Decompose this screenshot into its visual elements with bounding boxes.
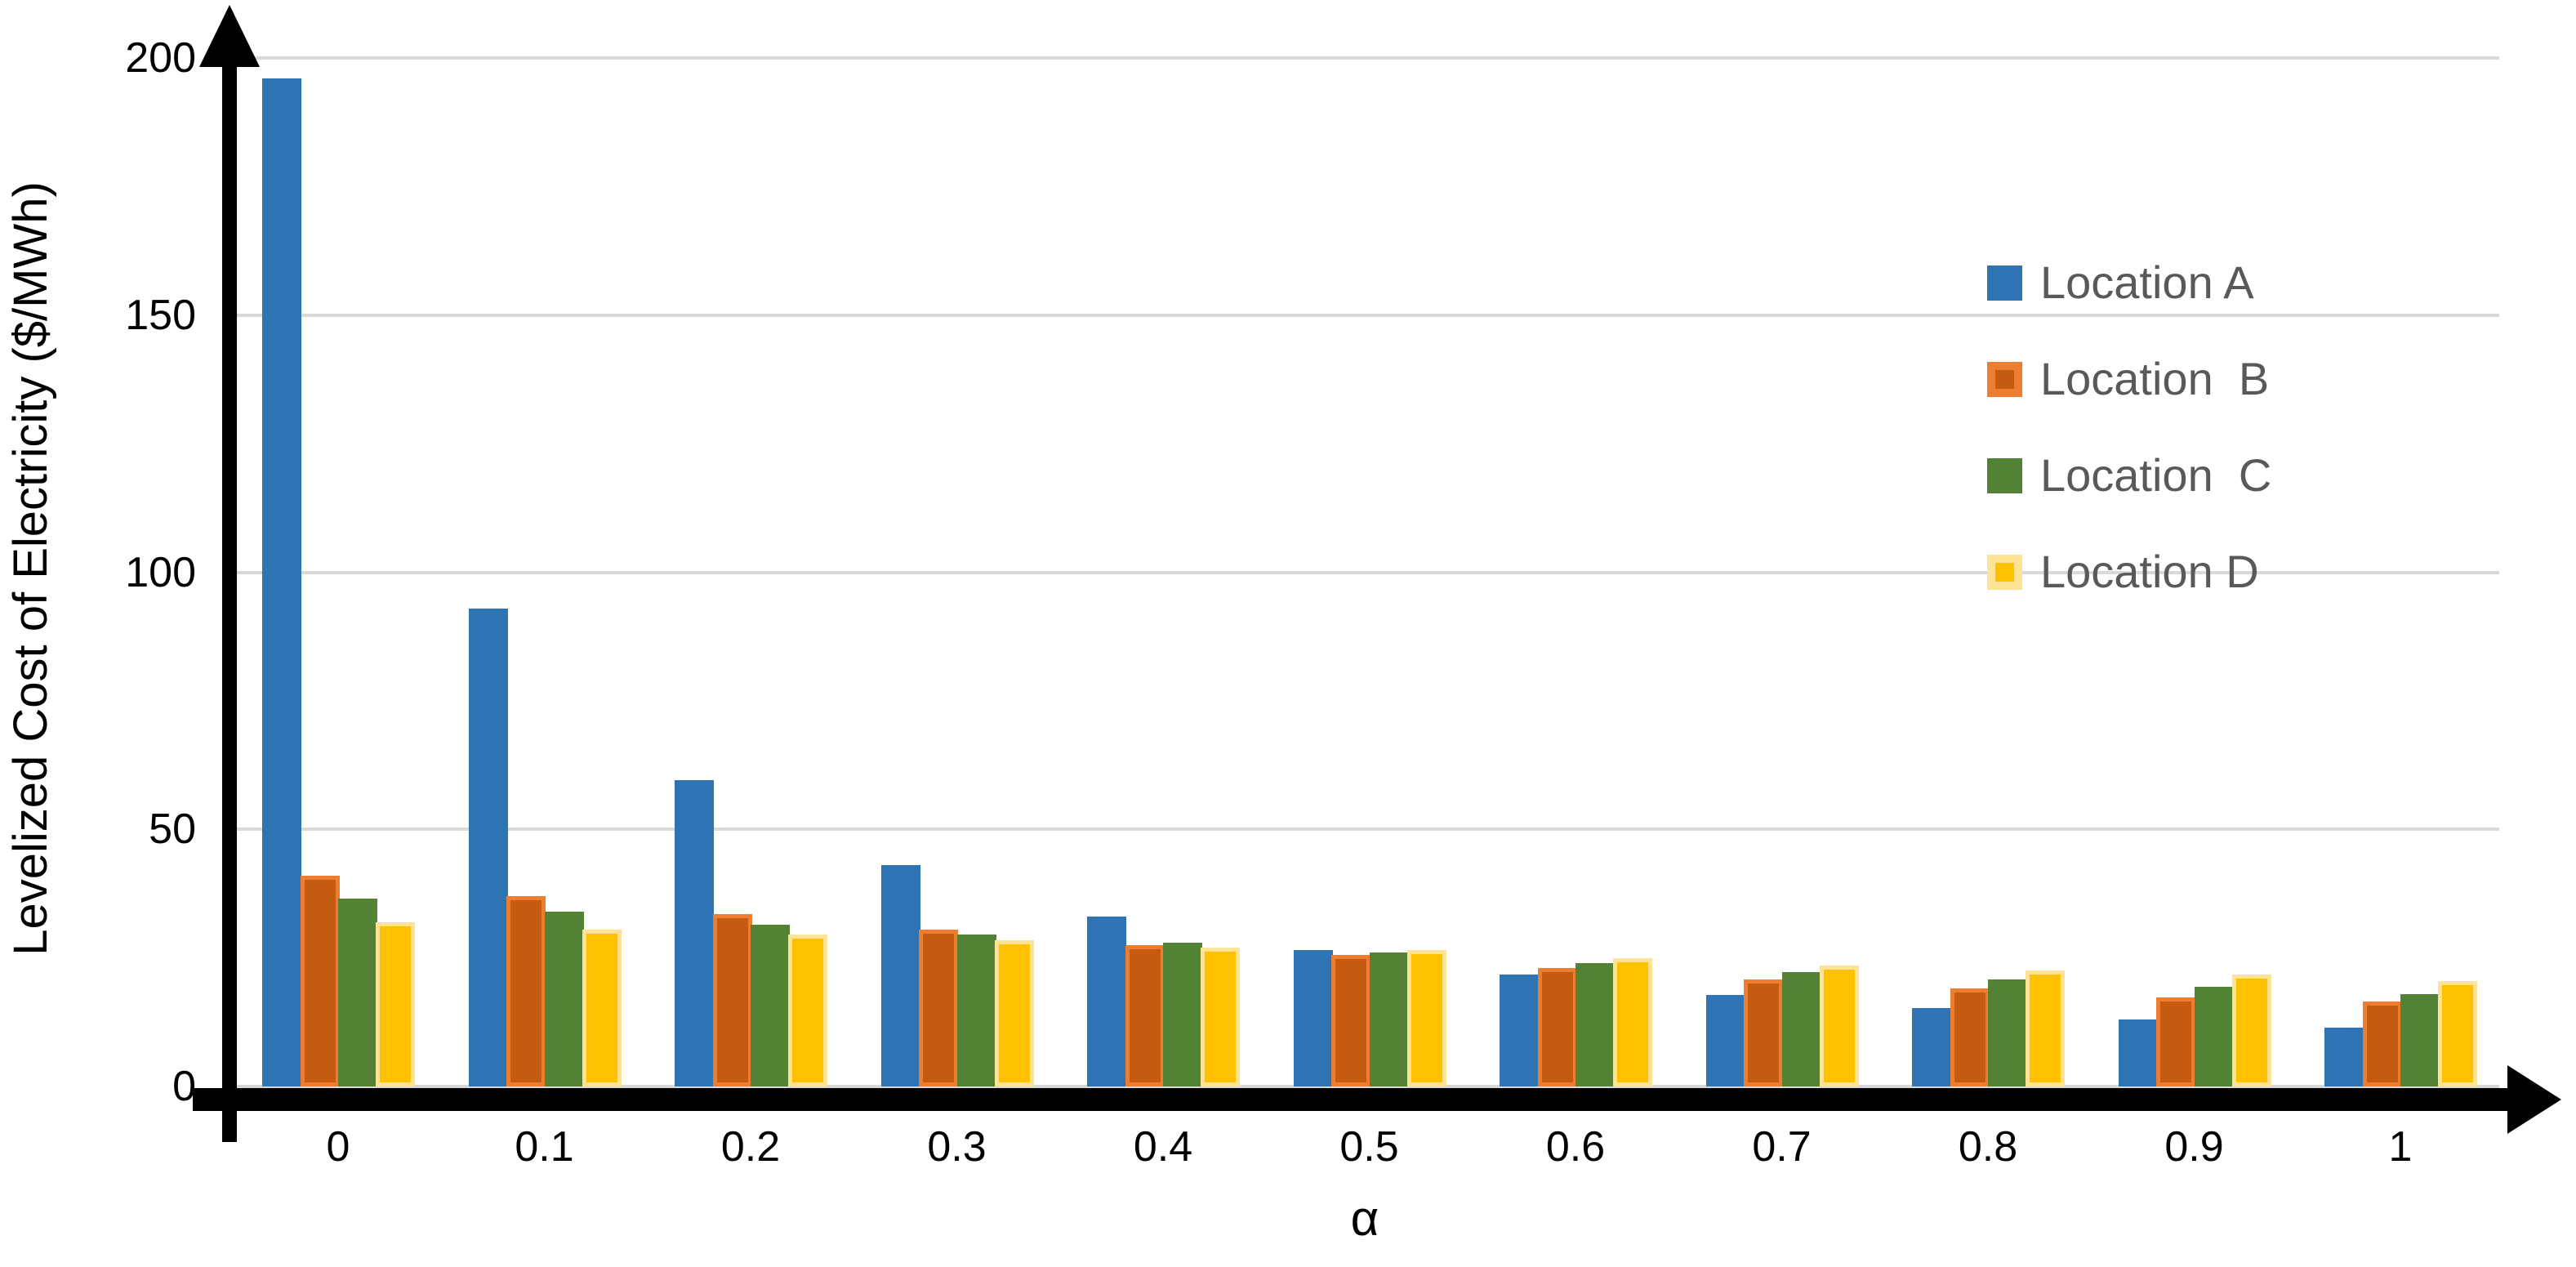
legend-swatch-icon	[1987, 457, 2022, 493]
legend-swatch-icon	[1987, 265, 2022, 301]
bar-location-c-alpha-0.3	[956, 935, 996, 1086]
bar-location-c-alpha-1	[2400, 993, 2440, 1086]
bar-location-d-alpha-0	[376, 921, 416, 1086]
x-tick-label-0: 0	[326, 1123, 350, 1171]
y-tick-label-0: 0	[172, 1063, 196, 1110]
bar-location-c-alpha-0.9	[2194, 986, 2234, 1086]
y-tick-label-200: 200	[125, 34, 196, 83]
bar-location-d-alpha-0.6	[1613, 957, 1653, 1086]
bar-location-d-alpha-0.1	[582, 930, 622, 1086]
bar-location-a-alpha-0.6	[1500, 975, 1540, 1086]
bar-location-d-alpha-0.9	[2231, 974, 2271, 1086]
bar-location-d-alpha-0.2	[788, 935, 828, 1086]
x-tick-label-0.9: 0.9	[2164, 1123, 2224, 1171]
legend-label: Location A	[2040, 257, 2254, 308]
bar-location-a-alpha-0.1	[468, 608, 508, 1086]
x-tick-label-0.2: 0.2	[720, 1123, 781, 1171]
bar-location-d-alpha-0.8	[2026, 970, 2066, 1086]
legend-label: Location D	[2040, 546, 2259, 597]
bar-location-b-alpha-0.5	[1331, 955, 1371, 1086]
x-tick-label-0.6: 0.6	[1545, 1123, 1606, 1171]
bar-location-a-alpha-0.7	[1705, 994, 1745, 1086]
bar-location-a-alpha-0.5	[1293, 950, 1333, 1086]
bar-location-b-alpha-0.2	[712, 914, 752, 1086]
bar-location-c-alpha-0.1	[544, 911, 584, 1086]
bar-location-b-alpha-0.9	[2156, 997, 2196, 1086]
bar-location-c-alpha-0.6	[1575, 962, 1615, 1086]
legend-item-location-b: Location B	[1987, 356, 2269, 402]
legend-item-location-a: Location A	[1987, 260, 2254, 306]
y-axis-title: Levelized Cost of Electricity ($/MWh)	[4, 181, 57, 956]
x-axis-line	[193, 1088, 2511, 1111]
bar-location-c-alpha-0	[338, 899, 377, 1086]
y-axis-arrowhead-icon	[199, 5, 260, 67]
bar-location-c-alpha-0.7	[1781, 972, 1821, 1086]
y-axis-line	[222, 51, 237, 1142]
legend-swatch-icon	[1987, 554, 2022, 590]
legend-swatch-icon	[1987, 361, 2022, 397]
bar-location-d-alpha-1	[2438, 980, 2478, 1086]
x-tick-label-0.4: 0.4	[1133, 1123, 1193, 1171]
legend-label: Location B	[2040, 353, 2270, 404]
bar-location-a-alpha-0	[262, 78, 302, 1086]
bar-location-a-alpha-0.3	[880, 865, 920, 1086]
x-tick-label-0.1: 0.1	[515, 1123, 574, 1171]
y-tick-label-100: 100	[125, 548, 196, 596]
y-tick-label-50: 50	[149, 805, 196, 854]
legend-item-location-c: Location C	[1987, 453, 2271, 498]
bar-location-a-alpha-0.8	[1912, 1008, 1952, 1086]
bar-location-b-alpha-0.8	[1950, 988, 1990, 1086]
gridline-0-baseline	[231, 1085, 2499, 1088]
bar-location-d-alpha-0.5	[1406, 950, 1446, 1086]
bar-location-a-alpha-1	[2324, 1027, 2364, 1086]
gridline-150	[231, 313, 2499, 317]
legend-label: Location C	[2040, 449, 2272, 501]
bar-location-c-alpha-0.4	[1163, 942, 1202, 1086]
bar-location-b-alpha-0.1	[506, 896, 546, 1086]
bar-location-c-alpha-0.8	[1988, 979, 2027, 1086]
x-tick-label-0.7: 0.7	[1752, 1123, 1812, 1171]
x-tick-label-0.5: 0.5	[1339, 1123, 1399, 1171]
gridline-50	[231, 828, 2499, 832]
bar-location-b-alpha-0.6	[1537, 968, 1577, 1086]
bar-location-d-alpha-0.4	[1201, 948, 1241, 1086]
bar-location-b-alpha-0.7	[1744, 979, 1784, 1086]
x-axis-arrowhead-icon	[2507, 1065, 2561, 1134]
bar-location-c-alpha-0.5	[1369, 952, 1409, 1086]
bar-location-b-alpha-1	[2362, 1002, 2402, 1086]
x-tick-label-0.3: 0.3	[927, 1123, 987, 1171]
bar-location-d-alpha-0.7	[1819, 966, 1859, 1086]
x-tick-label-1: 1	[2388, 1123, 2413, 1171]
bar-location-b-alpha-0	[300, 875, 340, 1086]
y-tick-label-150: 150	[125, 291, 196, 339]
bar-location-a-alpha-0.9	[2118, 1019, 2158, 1086]
bar-location-d-alpha-0.3	[994, 939, 1034, 1086]
gridline-100	[231, 570, 2499, 574]
legend-item-location-d: Location D	[1987, 549, 2259, 595]
bar-location-a-alpha-0.2	[675, 780, 715, 1086]
x-tick-label-0.8: 0.8	[1958, 1123, 2018, 1171]
bar-location-b-alpha-0.3	[919, 930, 959, 1086]
x-axis-title: α	[1350, 1191, 1379, 1246]
bar-location-a-alpha-0.4	[1087, 917, 1127, 1086]
gridline-200	[231, 56, 2499, 60]
bar-location-b-alpha-0.4	[1125, 944, 1165, 1086]
bar-location-c-alpha-0.2	[751, 924, 790, 1086]
